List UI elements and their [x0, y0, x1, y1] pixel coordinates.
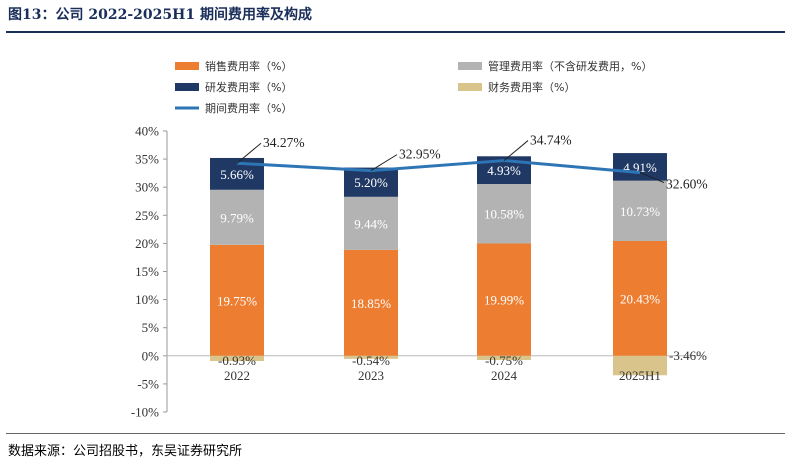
title-divider	[6, 31, 785, 33]
legend-swatch	[458, 83, 482, 91]
x-tick-label: 2023	[358, 368, 384, 383]
line-series-total	[236, 159, 641, 175]
bar-1-2024	[477, 183, 531, 244]
bar-label: 19.75%	[217, 293, 257, 308]
bar-3-2025H1	[613, 355, 667, 376]
bar-1-2022	[210, 189, 264, 245]
y-tick-label: 0%	[142, 348, 160, 363]
legend-label: 管理费用率（不含研发费用，%）	[488, 59, 652, 73]
bar-0-2023	[344, 249, 398, 356]
source-divider	[6, 433, 785, 434]
y-tick-label: 10%	[135, 292, 159, 307]
bar-3-2022	[210, 355, 264, 362]
bar-2-2025H1	[613, 153, 667, 181]
bar-3-2024	[477, 355, 531, 361]
line-data-label: 32.60%	[666, 177, 708, 192]
source-note: 数据来源：公司招股书，东吴证券研究所	[8, 444, 243, 459]
y-tick-label: -10%	[131, 405, 159, 420]
bar-label: 20.43%	[620, 291, 660, 306]
line-data-label: 32.95%	[399, 147, 441, 162]
line-label-leader	[503, 140, 529, 161]
bar-label: 5.20%	[354, 175, 388, 190]
bar-label: -3.46%	[669, 348, 707, 363]
line-label-leader	[639, 172, 665, 184]
y-tick-label: -5%	[137, 376, 159, 391]
bar-label: 10.73%	[620, 204, 660, 219]
line-data-label: 34.74%	[530, 133, 572, 148]
legend-swatch	[175, 62, 199, 70]
x-tick-label: 2022	[224, 368, 250, 383]
y-tick-label: 5%	[142, 320, 160, 335]
legend-label: 研发费用率（%）	[205, 80, 292, 94]
bar-label: -0.93%	[218, 353, 256, 368]
y-tick-label: 15%	[135, 264, 159, 279]
bar-label: 18.85%	[351, 296, 391, 311]
line-data-label: 34.27%	[263, 135, 305, 150]
bar-2-2023	[344, 167, 398, 197]
bar-label: -0.54%	[352, 353, 390, 368]
bar-label: -0.75%	[485, 353, 523, 368]
chart-title: 图13：公司 2022-2025H1 期间费用率及构成	[8, 7, 312, 23]
legend-label: 期间费用率（%）	[205, 101, 292, 115]
legend-swatch	[175, 83, 199, 91]
bar-label: 10.58%	[484, 207, 524, 222]
bar-label: 19.99%	[484, 293, 524, 308]
bar-0-2024	[477, 243, 531, 356]
bar-label: 9.79%	[220, 210, 254, 225]
y-tick-label: 25%	[135, 208, 159, 223]
bar-label: 5.66%	[220, 167, 254, 182]
legend-label: 财务费用率（%）	[488, 80, 575, 94]
y-tick-label: 35%	[135, 152, 159, 167]
bar-label: 4.93%	[487, 163, 521, 178]
y-tick-label: 30%	[135, 180, 159, 195]
bar-1-2023	[344, 196, 398, 250]
bar-0-2022	[210, 244, 264, 356]
bar-1-2025H1	[613, 180, 667, 241]
stacked-bar-line-chart: -10% -5% 0% 5% 10% 15% 20% 25% 30% 35% 40% 19.75% 9.…	[131, 59, 708, 420]
legend-label: 销售费用率（%）	[205, 59, 292, 73]
y-tick-label: 40%	[135, 124, 159, 139]
bar-0-2025H1	[613, 240, 667, 356]
line-label-leader	[370, 154, 398, 172]
legend-swatch	[458, 62, 482, 70]
x-tick-label: 2024	[491, 368, 518, 383]
bar-label: 9.44%	[354, 216, 388, 231]
y-tick-label: 20%	[135, 236, 159, 251]
bar-3-2023	[344, 355, 398, 359]
line-label-leader	[236, 142, 262, 164]
x-tick-label: 2025H1	[619, 368, 661, 383]
